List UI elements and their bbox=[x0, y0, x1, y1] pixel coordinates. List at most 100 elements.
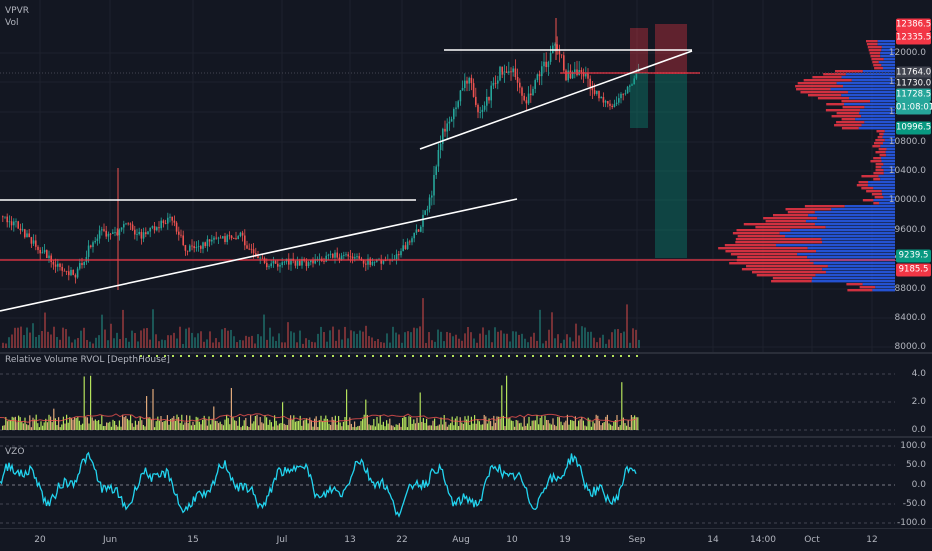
rvol-marker bbox=[300, 355, 302, 357]
volume-bar bbox=[251, 335, 253, 348]
rvol-bar bbox=[306, 418, 308, 430]
candle-body bbox=[151, 226, 154, 228]
candle-body bbox=[19, 228, 22, 231]
rvol-bar bbox=[222, 425, 224, 430]
volume-profile-bar bbox=[841, 127, 859, 130]
volume-profile-bar bbox=[861, 187, 874, 190]
candle-body bbox=[356, 256, 358, 258]
rvol-bar bbox=[622, 417, 624, 430]
volume-profile-bar bbox=[743, 223, 815, 226]
rvol-bar bbox=[605, 416, 607, 430]
volume-bar bbox=[26, 327, 28, 348]
time-tick-label: 13 bbox=[344, 535, 356, 545]
volume-bar bbox=[494, 327, 496, 348]
price-axis[interactable]: 12000.011600.011200.010800.010400.010000… bbox=[889, 0, 932, 352]
rvol-bar bbox=[402, 417, 404, 430]
candle-body bbox=[435, 166, 437, 175]
volume-bar bbox=[593, 337, 595, 348]
rvol-pane[interactable]: Relative Volume RVOL [DepthHouse] bbox=[0, 352, 895, 436]
candle-body bbox=[136, 234, 138, 235]
rvol-marker bbox=[340, 355, 342, 357]
rvol-bar bbox=[99, 424, 101, 430]
candle-body bbox=[455, 107, 457, 110]
candle-body bbox=[79, 263, 81, 269]
rvol-bar bbox=[341, 426, 343, 430]
rvol-bar bbox=[286, 425, 288, 430]
volume-profile-bar bbox=[735, 238, 822, 241]
candle-body bbox=[35, 240, 37, 247]
volume-bar bbox=[236, 342, 238, 348]
volume-bar bbox=[542, 343, 544, 348]
price-chart-pane[interactable]: VPVR Vol bbox=[0, 0, 895, 352]
candle-body bbox=[486, 96, 488, 106]
rvol-axis[interactable]: 4.0 2.0 0.0 bbox=[895, 352, 932, 436]
rvol-bar bbox=[5, 417, 7, 430]
volume-bar bbox=[452, 336, 454, 348]
vzo-legend[interactable]: VZO bbox=[5, 447, 25, 457]
rvol-bar bbox=[206, 425, 208, 430]
rvol-bar bbox=[58, 417, 60, 430]
price-chart-canvas[interactable] bbox=[0, 0, 895, 352]
rvol-bar bbox=[552, 418, 554, 430]
volume-legend-label[interactable]: Vol bbox=[5, 18, 19, 28]
volume-bar bbox=[302, 343, 304, 348]
rvol-bar bbox=[118, 420, 120, 430]
rvol-marker bbox=[348, 355, 350, 357]
rvol-bar bbox=[590, 426, 592, 430]
pane-separator[interactable] bbox=[0, 436, 932, 438]
rvol-bar bbox=[357, 426, 359, 430]
rvol-bar bbox=[595, 414, 597, 430]
rvol-bar bbox=[317, 426, 319, 430]
rvol-bar bbox=[355, 427, 357, 430]
candle-body bbox=[501, 66, 503, 75]
candle-body bbox=[167, 217, 169, 224]
rvol-bar bbox=[69, 417, 71, 430]
rvol-bar bbox=[6, 421, 8, 430]
pane-separator[interactable] bbox=[0, 352, 932, 354]
candle-body bbox=[613, 104, 616, 108]
volume-profile-bar bbox=[867, 184, 895, 187]
volume-profile-bar bbox=[826, 103, 845, 106]
volume-bar bbox=[14, 327, 16, 348]
rvol-bar bbox=[456, 416, 458, 430]
volume-profile-bar bbox=[883, 163, 895, 166]
candle-body bbox=[332, 253, 334, 258]
rvol-bar bbox=[381, 424, 383, 430]
volume-bar bbox=[347, 338, 349, 348]
rvol-marker bbox=[164, 355, 166, 357]
rvol-marker bbox=[364, 355, 366, 357]
time-axis[interactable]: 20 Jun 15 Jul 13 22 Aug 10 19 Sep 14 14:00 Oct 12 bbox=[0, 528, 932, 551]
rvol-bar bbox=[66, 414, 68, 430]
rvol-bar bbox=[584, 425, 586, 430]
rvol-bar bbox=[34, 419, 36, 430]
rvol-marker bbox=[260, 355, 262, 357]
candle-body bbox=[598, 90, 600, 99]
rvol-bar bbox=[195, 416, 197, 430]
rvol-bar bbox=[464, 416, 466, 430]
rvol-bar bbox=[434, 418, 436, 430]
volume-profile-bar bbox=[880, 145, 895, 148]
rvol-bar bbox=[226, 414, 228, 430]
vzo-pane[interactable]: VZO bbox=[0, 438, 895, 528]
candle-body bbox=[283, 261, 286, 263]
price-tick-label: 10000.0 bbox=[888, 195, 926, 205]
rvol-legend[interactable]: Relative Volume RVOL [DepthHouse] bbox=[5, 355, 170, 365]
rvol-bar bbox=[606, 414, 608, 430]
volume-bar bbox=[299, 330, 301, 348]
price-tag: 11764.0 bbox=[896, 66, 932, 80]
vpvr-legend-label[interactable]: VPVR bbox=[5, 6, 29, 16]
rvol-bar bbox=[304, 419, 306, 430]
rvol-bar bbox=[136, 424, 138, 430]
candle-body bbox=[217, 237, 220, 239]
vzo-axis[interactable]: 100.0 50.0 0.0 -50.0 -100.0 bbox=[895, 438, 932, 528]
volume-profile-bar bbox=[866, 40, 878, 43]
rvol-bar bbox=[616, 415, 618, 430]
rvol-bar bbox=[74, 417, 76, 430]
rvol-bar bbox=[509, 417, 511, 430]
candle-body bbox=[52, 261, 55, 265]
volume-bar bbox=[419, 326, 421, 348]
candle-body bbox=[433, 174, 435, 196]
rvol-bar bbox=[21, 421, 23, 430]
volume-profile-bar bbox=[882, 136, 895, 139]
candle-body bbox=[523, 95, 525, 101]
